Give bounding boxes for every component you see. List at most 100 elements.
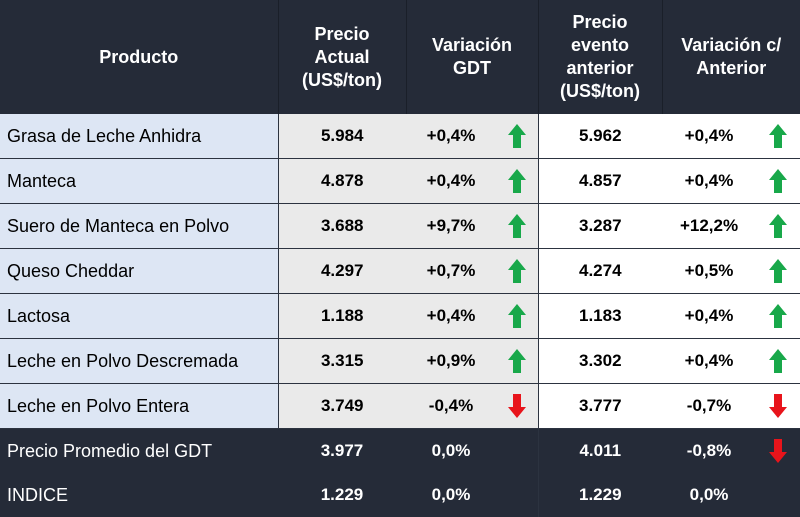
gdt-variation-arrow-cell [496, 473, 539, 517]
arrow-up-icon [769, 214, 788, 238]
gdt-variation: +0,4% [406, 158, 496, 204]
previous-variation: +0,5% [662, 248, 757, 294]
header-line: Variación c/ [681, 35, 782, 55]
gdt-variation-arrow-cell [496, 338, 539, 384]
arrow-up-icon [507, 259, 526, 283]
previous-variation-arrow-cell [756, 114, 800, 159]
product-name: Leche en Polvo Entera [0, 383, 279, 429]
header-producto: Producto [0, 0, 279, 114]
arrow-down-icon [769, 394, 788, 418]
previous-price: 3.302 [538, 338, 663, 384]
previous-variation: 0,0% [662, 473, 757, 517]
gdt-variation-arrow-cell [496, 158, 539, 204]
previous-variation: +0,4% [662, 114, 757, 159]
header-precio-actual: Precio Actual (US$/ton) [278, 0, 407, 114]
gdt-variation: +0,7% [406, 248, 496, 294]
product-name: Suero de Manteca en Polvo [0, 203, 279, 249]
product-name: Lactosa [0, 293, 279, 339]
gdt-variation: +9,7% [406, 203, 496, 249]
gdt-variation-arrow-cell [496, 428, 539, 473]
current-price: 3.977 [278, 428, 406, 473]
arrow-up-icon [507, 214, 526, 238]
gdt-variation: 0,0% [406, 428, 496, 473]
current-price: 3.315 [278, 338, 406, 384]
previous-variation-arrow-cell [756, 428, 800, 473]
gdt-variation: -0,4% [406, 383, 496, 429]
previous-variation-arrow-cell [756, 338, 800, 384]
header-row: Producto Precio Actual (US$/ton) Variaci… [0, 0, 800, 114]
gdt-variation: +0,9% [406, 338, 496, 384]
product-name: Manteca [0, 158, 279, 204]
header-variacion-anterior: Variación c/ Anterior [662, 0, 800, 114]
arrow-up-icon [507, 304, 526, 328]
arrow-up-icon [769, 259, 788, 283]
gdt-variation: 0,0% [406, 473, 496, 517]
header-line: GDT [453, 58, 491, 78]
current-price: 1.229 [278, 473, 406, 517]
current-price: 4.297 [278, 248, 406, 294]
gdt-variation-arrow-cell [496, 293, 539, 339]
previous-variation-arrow-cell [756, 203, 800, 249]
table-row: Leche en Polvo Descremada 3.315 +0,9% 3.302… [0, 338, 800, 384]
header-line: anterior [566, 58, 634, 78]
table-row: Grasa de Leche Anhidra 5.984 +0,4% 5.962 +0,… [0, 114, 800, 159]
current-price: 5.984 [278, 114, 406, 159]
previous-price: 4.857 [538, 158, 663, 204]
current-price: 3.688 [278, 203, 406, 249]
table-row: Leche en Polvo Entera 3.749 -0,4% 3.777 -0,7… [0, 383, 800, 429]
footer-row: Precio Promedio del GDT 3.977 0,0% 4.011 -0,… [0, 428, 800, 473]
table-row: Lactosa 1.188 +0,4% 1.183 +0,4% [0, 293, 800, 339]
arrow-down-icon [507, 394, 526, 418]
gdt-variation-arrow-cell [496, 114, 539, 159]
header-line: (US$/ton) [560, 81, 641, 101]
arrow-up-icon [507, 349, 526, 373]
previous-variation: +0,4% [662, 158, 757, 204]
arrow-down-icon [769, 439, 788, 463]
header-line: Variación [431, 35, 513, 55]
previous-price: 5.962 [538, 114, 663, 159]
gdt-variation-arrow-cell [496, 203, 539, 249]
header-line: (US$/ton) [302, 69, 382, 90]
gdt-variation-arrow-cell [496, 248, 539, 294]
previous-variation: +12,2% [662, 203, 757, 249]
previous-variation: -0,8% [662, 428, 757, 473]
previous-variation-arrow-cell [756, 383, 800, 429]
gdt-variation: +0,4% [406, 114, 496, 159]
gdt-variation: +0,4% [406, 293, 496, 339]
previous-variation-arrow-cell [756, 158, 800, 204]
current-price: 1.188 [278, 293, 406, 339]
previous-price: 3.287 [538, 203, 663, 249]
previous-price: 3.777 [538, 383, 663, 429]
product-name: Queso Cheddar [0, 248, 279, 294]
arrow-up-icon [769, 169, 788, 193]
current-price: 4.878 [278, 158, 406, 204]
header-precio-anterior: Precio evento anterior (US$/ton) [538, 0, 663, 114]
table-row: Queso Cheddar 4.297 +0,7% 4.274 +0,5% [0, 248, 800, 294]
header-line: Precio [314, 23, 370, 44]
previous-price: 1.229 [538, 473, 663, 517]
table-row: Manteca 4.878 +0,4% 4.857 +0,4% [0, 158, 800, 204]
previous-price: 4.011 [538, 428, 663, 473]
arrow-up-icon [769, 304, 788, 328]
arrow-up-icon [769, 349, 788, 373]
previous-variation: +0,4% [662, 338, 757, 384]
header-line: evento [571, 35, 630, 55]
previous-variation-arrow-cell [756, 293, 800, 339]
arrow-up-icon [507, 169, 526, 193]
product-name: Precio Promedio del GDT [0, 428, 278, 473]
previous-variation-arrow-cell [756, 473, 800, 517]
footer-row: INDICE 1.229 0,0% 1.229 0,0% [0, 473, 800, 517]
header-line: Anterior [696, 58, 767, 78]
current-price: 3.749 [278, 383, 406, 429]
header-variacion-gdt: Variación GDT [406, 0, 539, 114]
product-name: INDICE [0, 473, 278, 517]
arrow-up-icon [507, 124, 526, 148]
previous-variation-arrow-cell [756, 248, 800, 294]
table-row: Suero de Manteca en Polvo 3.688 +9,7% 3.287… [0, 203, 800, 249]
product-name: Leche en Polvo Descremada [0, 338, 279, 384]
previous-variation: -0,7% [662, 383, 757, 429]
previous-price: 1.183 [538, 293, 663, 339]
previous-variation: +0,4% [662, 293, 757, 339]
arrow-up-icon [769, 124, 788, 148]
